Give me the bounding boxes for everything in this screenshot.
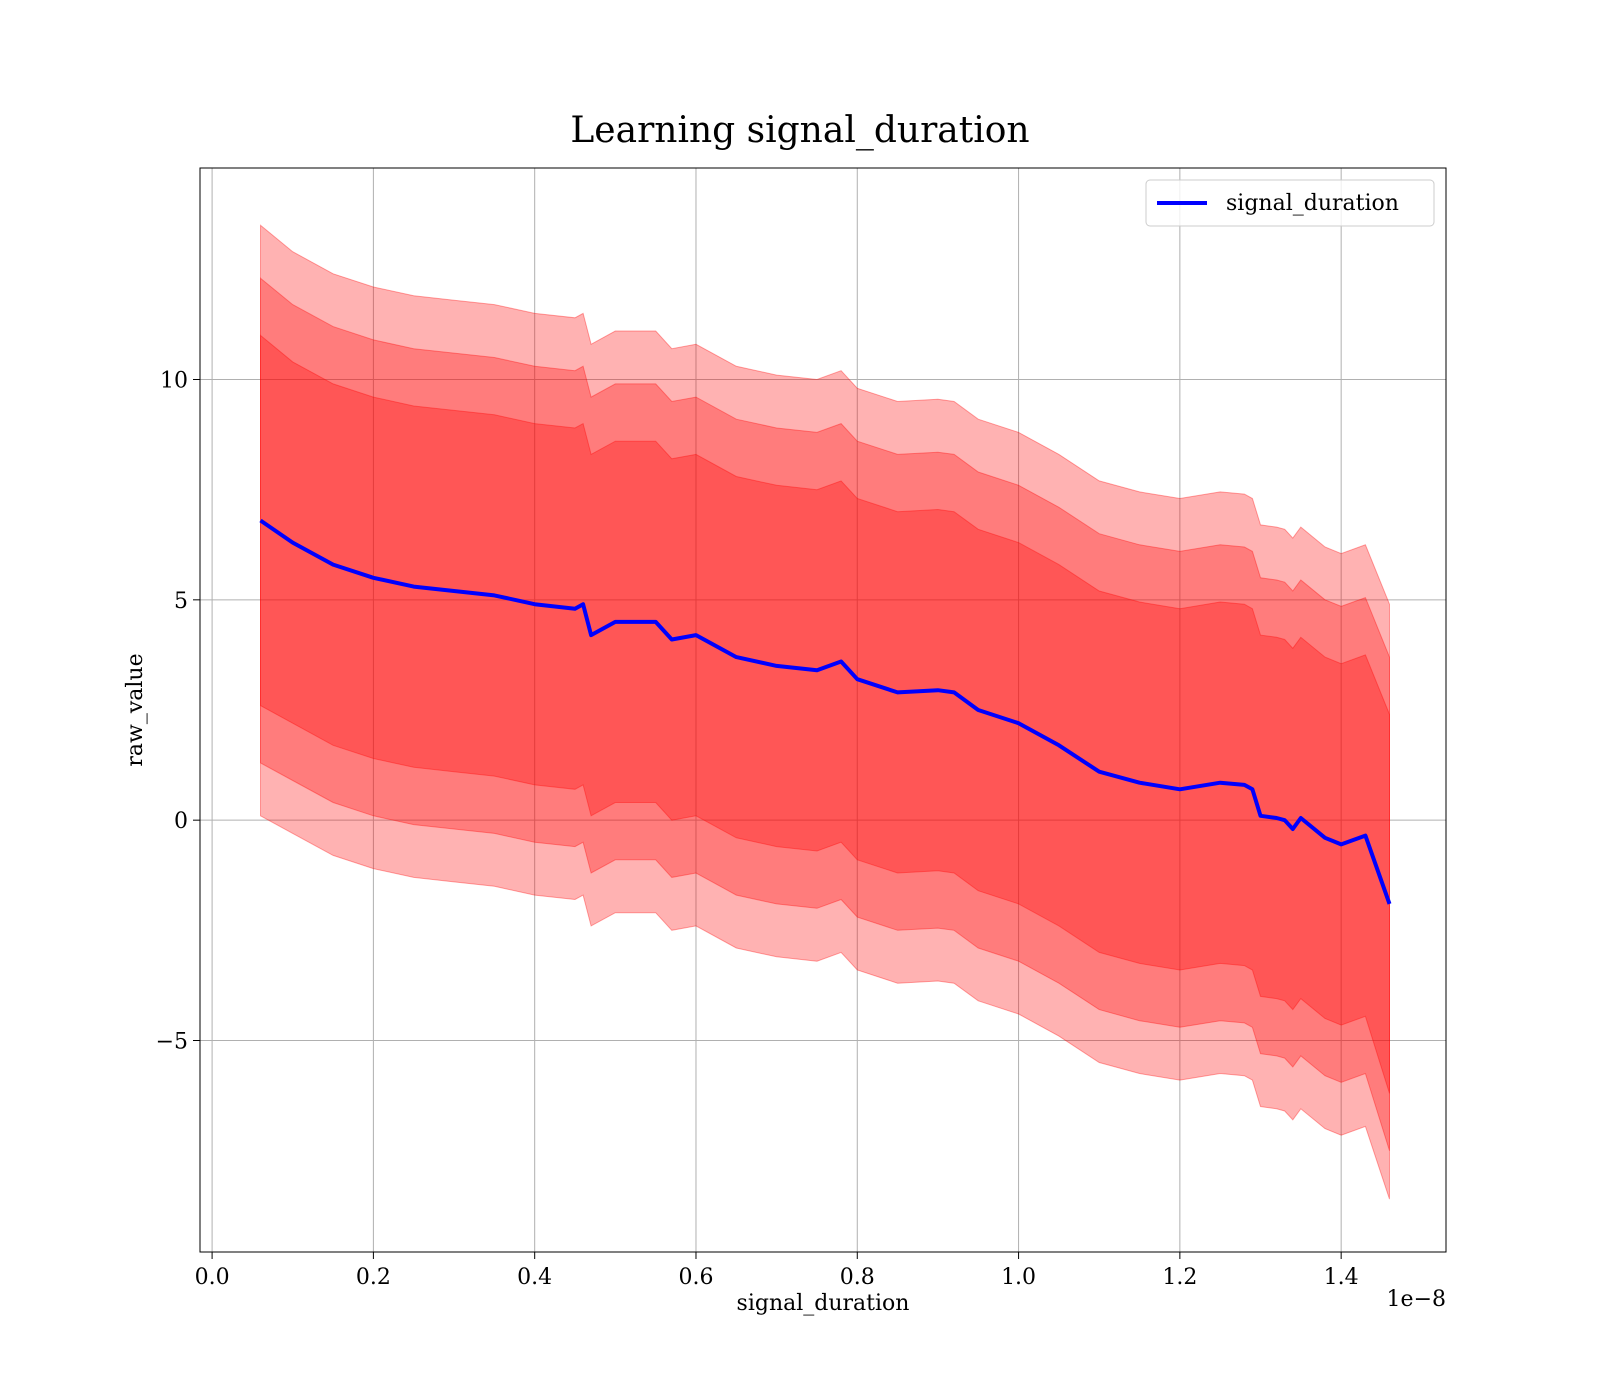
x-axis-label: signal_duration (737, 1291, 910, 1316)
x-tick-label: 0.4 (517, 1265, 552, 1290)
grid (200, 168, 1446, 1252)
y-tick-label: 0 (174, 809, 188, 834)
x-tick-label: 1.0 (1001, 1265, 1036, 1290)
x-tick-label: 0.6 (678, 1265, 713, 1290)
y-axis-label: raw_value (123, 653, 148, 766)
tick-layer: 0.0 0.2 0.4 0.6 0.8 1.0 1.2 1.4 −5 0 5 10 (156, 369, 1359, 1290)
series-line (259, 518, 1392, 905)
x-offset-label: 1e−8 (1387, 1287, 1446, 1312)
band-layer (260, 224, 1390, 1200)
y-tick-label: −5 (156, 1029, 188, 1054)
x-tick-label: 1.2 (1162, 1265, 1197, 1290)
x-tick-label: 1.4 (1324, 1265, 1359, 1290)
x-tick-label: 0.0 (195, 1265, 230, 1290)
legend-label: signal_duration (1226, 191, 1399, 216)
legend-box (1145, 179, 1435, 227)
confidence-band (260, 277, 1390, 1151)
x-tick-label: 0.2 (356, 1265, 391, 1290)
plot-frame (199, 167, 1447, 1253)
x-tick-label: 0.8 (840, 1265, 875, 1290)
y-tick-label: 5 (174, 589, 188, 614)
legend: signal_duration (1145, 179, 1435, 227)
confidence-band (260, 224, 1390, 1200)
chart-title: Learning signal_duration (570, 110, 1029, 151)
y-tick-label: 10 (160, 369, 188, 394)
line-layer (259, 518, 1392, 905)
confidence-band (260, 334, 1390, 1094)
